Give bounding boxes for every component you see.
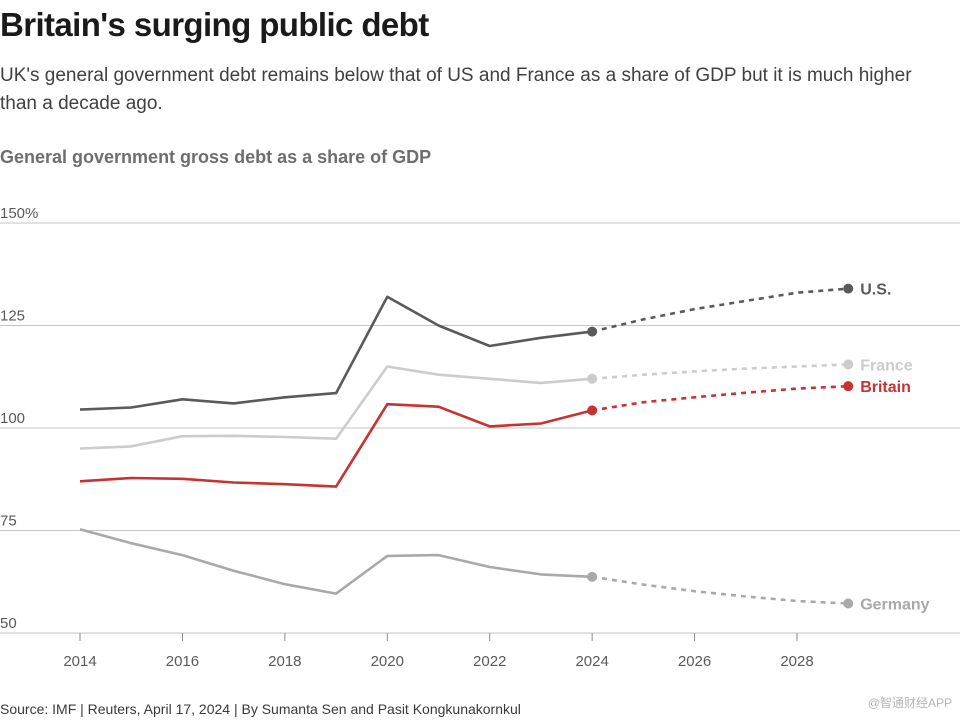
series-line-france — [79, 365, 593, 450]
series-label-us: U.S. — [860, 282, 891, 299]
marker-france-end — [843, 359, 854, 370]
x-tick-label-2020: 2020 — [371, 653, 404, 670]
y-tick-label-75: 75 — [0, 513, 17, 530]
chart-subtitle: UK's general government debt remains bel… — [0, 65, 912, 114]
y-tick-label-100: 100 — [0, 410, 25, 427]
marker-britain-end — [843, 381, 854, 392]
marker-germany-end — [843, 598, 854, 609]
x-tick-label-2016: 2016 — [166, 653, 199, 670]
gridlines — [0, 222, 960, 634]
y-tick-label-50: 50 — [0, 615, 17, 632]
series-line-us — [79, 295, 593, 411]
x-tick-label-2024: 2024 — [575, 653, 608, 670]
series-label-britain: Britain — [860, 379, 911, 396]
series-lines — [79, 283, 854, 609]
source-note: Source: IMF | Reuters, April 17, 2024 | … — [0, 701, 521, 717]
marker-germany-2024 — [587, 571, 598, 582]
marker-us-end — [843, 283, 854, 294]
series-label-germany: Germany — [860, 596, 929, 613]
watermark: @智通财经APP — [867, 696, 952, 710]
marker-us-2024 — [587, 326, 598, 337]
x-axis: 2014 2016 2018 2020 2022 2024 2026 2028 — [63, 633, 814, 670]
marker-britain-2024 — [587, 405, 598, 416]
series-line-britain — [79, 402, 593, 488]
series-line-germany — [79, 528, 593, 595]
x-tick-label-2026: 2026 — [678, 653, 711, 670]
series-labels: Germany France U.S. Britain — [860, 282, 929, 614]
series-projection-germany — [591, 575, 849, 605]
y-tick-label-125: 125 — [0, 308, 25, 325]
marker-france-2024 — [587, 373, 598, 384]
series-projection-britain — [591, 384, 849, 412]
y-tick-label-150: 150% — [0, 205, 38, 222]
x-tick-label-2028: 2028 — [780, 653, 813, 670]
x-tick-label-2022: 2022 — [473, 653, 506, 670]
line-chart: 2014 2016 2018 2020 2022 2024 2026 2028 50 75 100… — [0, 205, 960, 670]
chart-title: Britain's surging public debt — [0, 6, 429, 43]
series-projection-us — [591, 287, 849, 333]
plot-title: General government gross debt as a share… — [0, 147, 432, 167]
y-axis: 50 75 100 125 150% — [0, 205, 38, 632]
x-tick-label-2014: 2014 — [63, 653, 96, 670]
x-tick-label-2018: 2018 — [268, 653, 301, 670]
series-projection-france — [591, 363, 849, 381]
series-label-france: France — [860, 357, 913, 374]
